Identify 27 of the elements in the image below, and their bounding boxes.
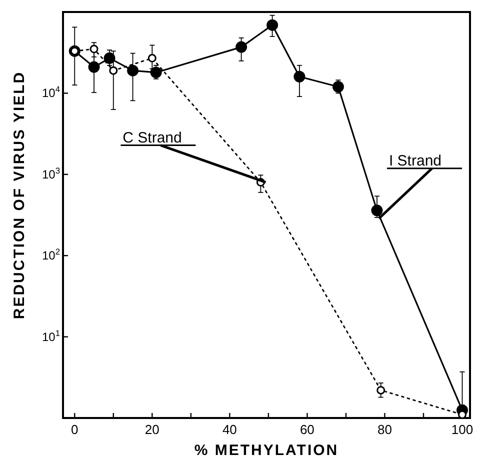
- point: [376, 386, 386, 394]
- x-tick-label: 60: [300, 422, 314, 437]
- point: [90, 44, 98, 54]
- x-axis-title: % METHYLATION: [194, 442, 339, 459]
- point: [150, 66, 162, 78]
- point: [294, 70, 306, 82]
- y-tick-label: 10$^{4}$: [42, 84, 60, 100]
- point: [371, 204, 383, 216]
- x-tick-label: 100: [451, 422, 474, 437]
- point: [104, 52, 116, 64]
- point: [236, 41, 248, 53]
- x-tick-label: 80: [377, 422, 392, 437]
- point: [127, 64, 139, 76]
- point: [88, 61, 100, 73]
- series-label: C Strand: [122, 129, 182, 146]
- point: [332, 81, 344, 93]
- x-tick-label: 40: [222, 422, 237, 437]
- x-tick-label: 20: [144, 422, 160, 437]
- point: [266, 19, 278, 31]
- y-tick-label: 10$^{2}$: [42, 246, 60, 263]
- point: [148, 54, 156, 62]
- x-tick-label: 0: [71, 422, 78, 437]
- series-label: I Strand: [388, 152, 442, 170]
- y-tick-label: 10$^{1}$: [42, 328, 60, 344]
- y-tick-label: 10$^{3}$: [42, 165, 60, 182]
- point: [109, 66, 118, 75]
- y-axis-title: REDUCTION OF VIRUS YIELD: [11, 70, 28, 320]
